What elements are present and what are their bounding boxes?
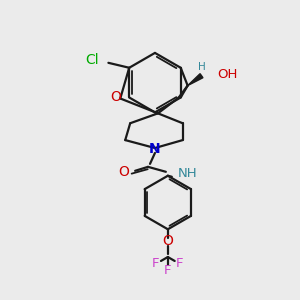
Text: O: O [118, 165, 129, 179]
Text: Cl: Cl [85, 53, 98, 67]
Text: F: F [176, 257, 184, 270]
Text: F: F [152, 257, 160, 270]
Text: OH: OH [218, 68, 238, 81]
Text: N: N [149, 142, 161, 156]
Polygon shape [188, 74, 203, 85]
Text: H: H [198, 62, 206, 72]
Text: O: O [162, 234, 173, 248]
Text: F: F [164, 264, 172, 278]
Text: O: O [110, 89, 121, 103]
Text: NH: NH [178, 167, 197, 180]
